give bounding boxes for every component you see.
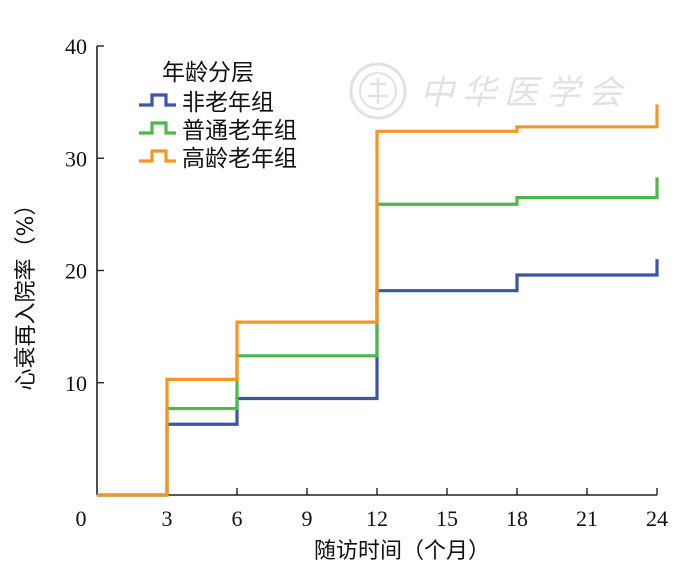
y-ticks: 10 20 30 40 bbox=[65, 34, 104, 396]
legend-label-2: 高龄老年组 bbox=[182, 146, 297, 172]
y-axis-title: 心衰再入院率（%） bbox=[14, 194, 39, 391]
watermark-seal-icon bbox=[349, 62, 407, 120]
y-tick-label: 10 bbox=[65, 371, 87, 396]
legend-swatch-1 bbox=[139, 121, 176, 135]
x-tick-label: 9 bbox=[302, 506, 313, 531]
legend-swatch-0 bbox=[139, 93, 176, 107]
x-tick-label: 18 bbox=[506, 506, 528, 531]
series-line-2 bbox=[97, 104, 659, 497]
x-tick-label: 15 bbox=[436, 506, 458, 531]
x-tick-label: 12 bbox=[366, 506, 388, 531]
y-tick-label: 40 bbox=[65, 34, 87, 59]
legend-title: 年龄分层 bbox=[162, 60, 254, 86]
x-axis-title: 随访时间（个月） bbox=[314, 539, 490, 564]
y-tick-label: 20 bbox=[65, 259, 87, 284]
watermark: 中华医学会 bbox=[349, 62, 630, 120]
x-tick-label: 21 bbox=[576, 506, 598, 531]
x-tick-label: 6 bbox=[232, 506, 243, 531]
x-ticks: 0 3 6 9 12 15 18 21 24 bbox=[76, 488, 668, 531]
x-tick-label: 3 bbox=[162, 506, 173, 531]
watermark-text: 中华医学会 bbox=[420, 73, 630, 113]
legend-label-0: 非老年组 bbox=[182, 90, 274, 116]
legend-swatch-2 bbox=[139, 149, 176, 163]
y-tick-label: 30 bbox=[65, 146, 87, 171]
legend-label-1: 普通老年组 bbox=[182, 118, 297, 144]
series-lines bbox=[97, 104, 659, 497]
x-tick-label: 0 bbox=[76, 506, 87, 531]
x-tick-label: 24 bbox=[646, 506, 668, 531]
